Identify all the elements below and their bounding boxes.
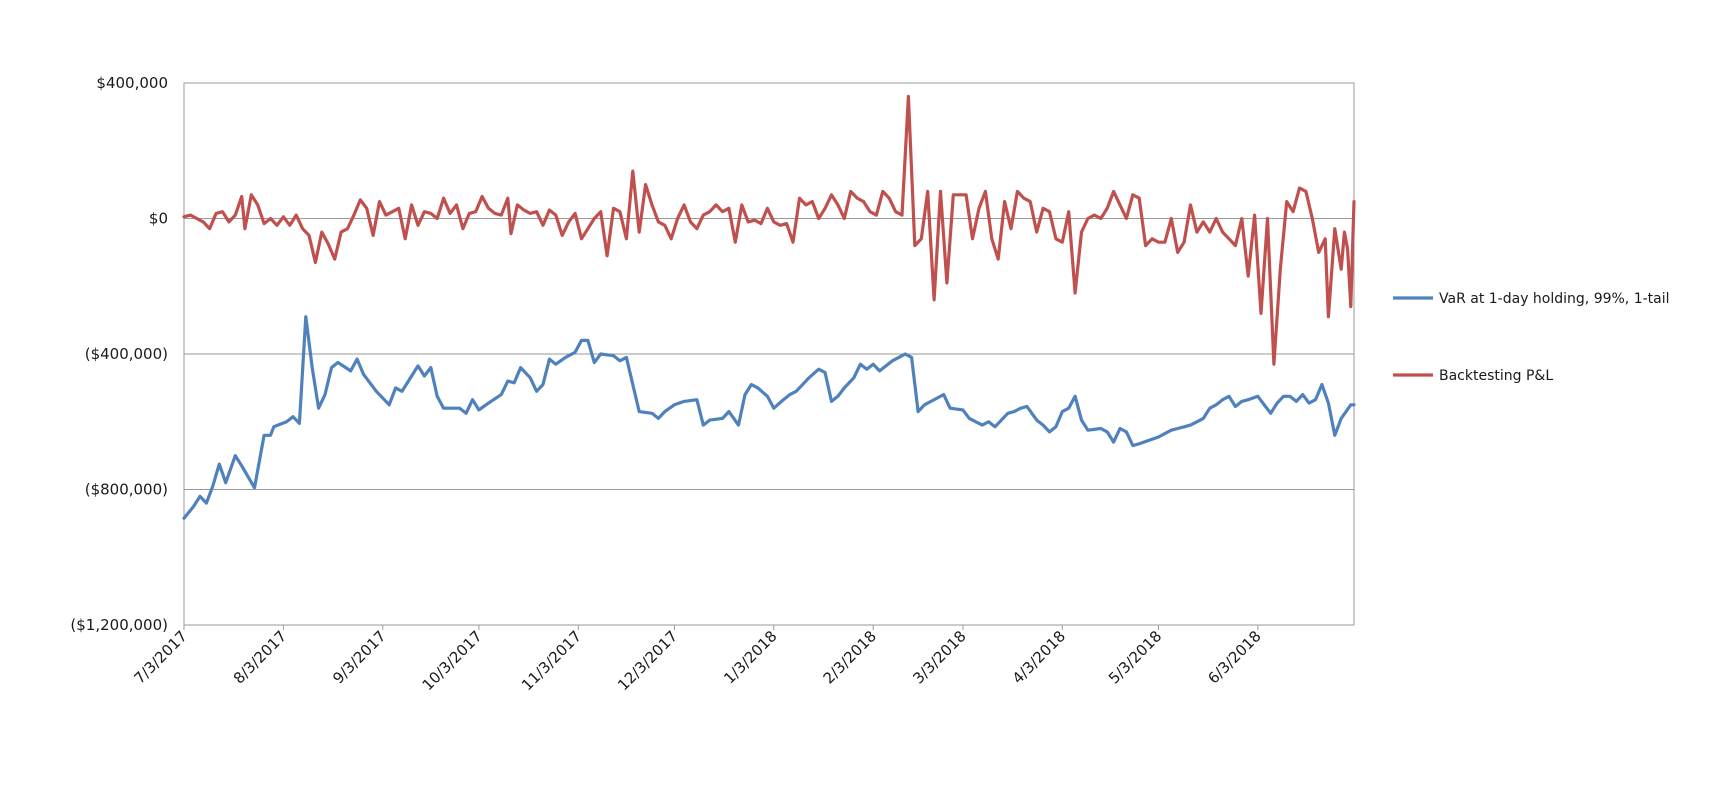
series-line-0 bbox=[182, 315, 1356, 520]
y-tick-label: $0 bbox=[149, 210, 168, 228]
x-tick-label: 2/3/2018 bbox=[820, 627, 880, 687]
y-tick-label: ($1,200,000) bbox=[70, 616, 168, 634]
x-tick-label: 5/3/2018 bbox=[1105, 627, 1165, 687]
plot-area-border bbox=[183, 82, 1355, 626]
x-axis-ticks: 7/3/2017 8/3/2017 9/3/2017 10/3/2017 11/3/20… bbox=[130, 625, 1265, 694]
x-tick-label: 3/3/2018 bbox=[909, 627, 969, 687]
series-lines bbox=[182, 94, 1356, 520]
x-tick-label: 10/3/2017 bbox=[419, 627, 486, 694]
x-tick-label: 7/3/2017 bbox=[130, 627, 190, 687]
x-tick-label: 8/3/2017 bbox=[230, 627, 290, 687]
legend-label-0: VaR at 1-day holding, 99%, 1-tail bbox=[1439, 291, 1670, 307]
y-axis-ticks: $400,000 $0 ($400,000) ($800,000) ($1,200,00… bbox=[70, 74, 168, 634]
x-tick-label: 11/3/2017 bbox=[518, 627, 585, 694]
series-line-1 bbox=[182, 94, 1356, 366]
y-tick-label: $400,000 bbox=[96, 74, 168, 92]
legend-label-1: Backtesting P&L bbox=[1439, 368, 1553, 384]
y-tick-label: ($800,000) bbox=[85, 481, 168, 499]
x-tick-label: 4/3/2018 bbox=[1009, 627, 1069, 687]
legend: VaR at 1-day holding, 99%, 1-tail Backtes… bbox=[1393, 291, 1670, 384]
x-tick-label: 6/3/2018 bbox=[1204, 627, 1264, 687]
x-tick-label: 12/3/2017 bbox=[614, 627, 681, 694]
x-tick-label: 1/3/2018 bbox=[720, 627, 780, 687]
y-tick-label: ($400,000) bbox=[85, 345, 168, 363]
gridlines bbox=[184, 218, 1354, 490]
x-tick-label: 9/3/2017 bbox=[329, 627, 389, 687]
